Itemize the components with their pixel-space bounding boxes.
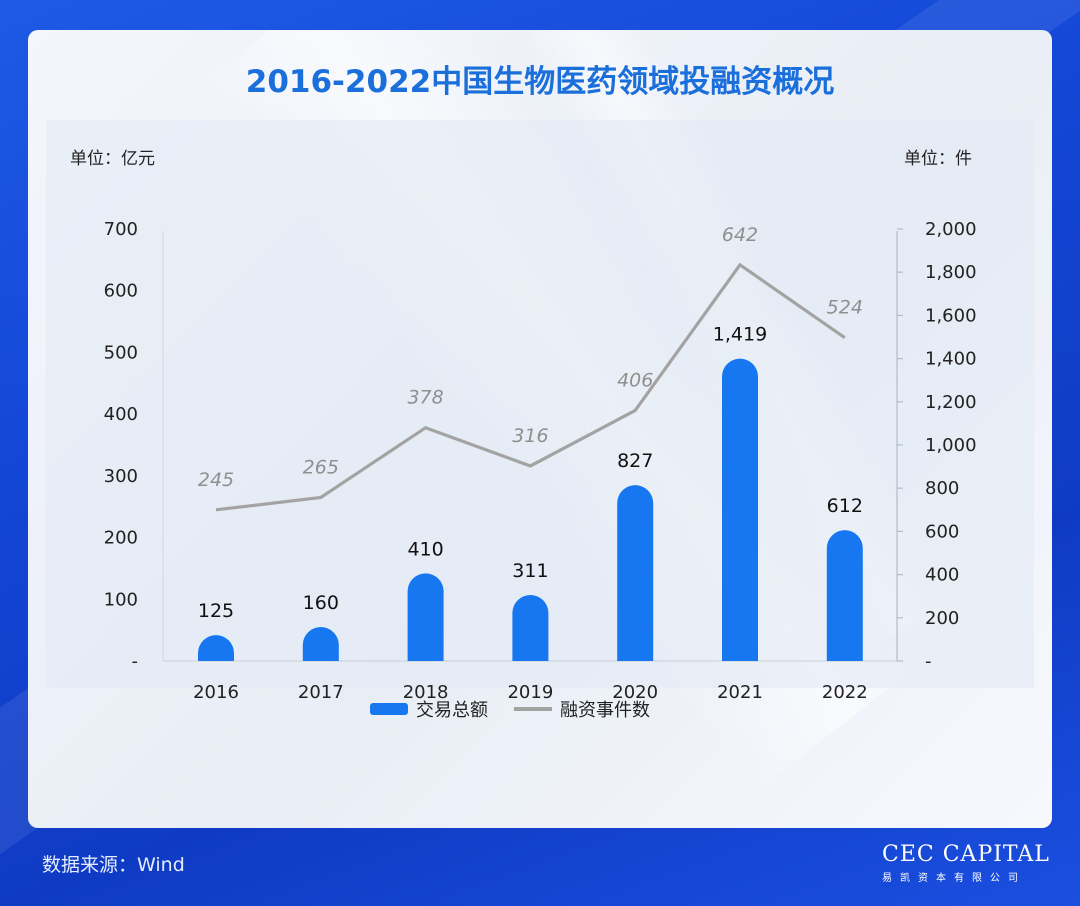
right-axis-tick-label: 2,000 bbox=[925, 219, 977, 240]
x-axis-category-label: 2022 bbox=[822, 682, 868, 703]
bar-transaction-amount bbox=[512, 594, 549, 661]
left-axis-tick-label: 500 bbox=[104, 342, 138, 363]
legend-item-bar: 交易总额 bbox=[370, 696, 488, 722]
left-axis-tick-label: 100 bbox=[104, 589, 138, 610]
bar-data-label: 160 bbox=[303, 592, 339, 614]
logo-main-text: CEC CAPITAL bbox=[882, 842, 1050, 867]
left-axis-tick-label: 700 bbox=[104, 219, 138, 240]
bar-data-label: 311 bbox=[512, 560, 548, 582]
left-axis-tick-label: 200 bbox=[104, 528, 138, 549]
bar-transaction-amount bbox=[617, 485, 654, 661]
legend-label: 交易总额 bbox=[416, 700, 488, 721]
right-axis-unit: 单位：件 bbox=[904, 149, 972, 169]
bar-transaction-amount bbox=[826, 530, 863, 661]
left-axis-tick-label: 400 bbox=[104, 404, 138, 425]
line-data-label: 316 bbox=[512, 425, 548, 447]
chart-title: 2016-2022中国生物医药领域投融资概况 bbox=[245, 64, 835, 100]
left-axis-unit: 单位：亿元 bbox=[70, 149, 155, 169]
legend-bar-swatch bbox=[370, 703, 408, 715]
line-data-label: 524 bbox=[827, 297, 863, 319]
right-axis-tick-label: 1,600 bbox=[925, 305, 977, 326]
bar-transaction-amount bbox=[302, 627, 339, 661]
bar-transaction-amount bbox=[407, 573, 444, 661]
bar-transaction-amount bbox=[722, 358, 758, 661]
legend-item-line: 融资事件数 bbox=[514, 696, 650, 722]
left-axis-tick-label: 600 bbox=[104, 281, 138, 302]
left-axis-tick-label: - bbox=[132, 651, 139, 672]
brand-logo: CEC CAPITAL 易凯资本有限公司 bbox=[882, 842, 1057, 884]
bar-data-label: 410 bbox=[407, 538, 443, 560]
right-axis-tick-label: 1,200 bbox=[925, 392, 977, 413]
data-source: 数据来源：Wind bbox=[42, 854, 185, 876]
line-data-label: 406 bbox=[617, 369, 653, 391]
line-data-label: 642 bbox=[722, 224, 758, 246]
line-financing-events bbox=[215, 262, 846, 512]
right-axis-tick-label: 1,400 bbox=[925, 349, 977, 370]
plot-panel bbox=[46, 120, 1034, 688]
chart-card: 2016-2022中国生物医药领域投融资概况 单位：亿元 单位：件 bbox=[28, 30, 1052, 828]
logo-sub-text: 易凯资本有限公司 bbox=[882, 873, 1026, 884]
bar-data-label: 125 bbox=[198, 600, 234, 622]
right-axis-tick-label: 200 bbox=[925, 608, 959, 629]
right-axis-tick-label: 1,000 bbox=[925, 435, 977, 456]
x-axis-category-label: 2020 bbox=[612, 682, 658, 703]
bar-data-label: 612 bbox=[827, 495, 863, 517]
right-axis-tick-label: 800 bbox=[925, 478, 959, 499]
legend: 交易总额 融资事件数 bbox=[370, 696, 650, 722]
bar-transaction-amount bbox=[198, 635, 234, 661]
bar-data-label: 1,419 bbox=[713, 324, 767, 346]
right-axis-tick-label: 600 bbox=[925, 521, 959, 542]
x-axis-category-label: 2019 bbox=[507, 682, 553, 703]
line-data-label: 265 bbox=[303, 456, 339, 478]
x-axis-category-label: 2021 bbox=[717, 682, 763, 703]
right-axis-tick-label: 400 bbox=[925, 565, 959, 586]
x-axis-category-label: 2016 bbox=[193, 682, 239, 703]
bar-data-label: 827 bbox=[617, 450, 653, 472]
legend-line-swatch bbox=[514, 707, 552, 711]
x-axis-category-label: 2018 bbox=[403, 682, 449, 703]
legend-label: 融资事件数 bbox=[560, 700, 650, 721]
right-axis-tick-label: - bbox=[925, 651, 932, 672]
right-axis-tick-label: 1,800 bbox=[925, 262, 977, 283]
left-axis-tick-label: 300 bbox=[104, 466, 138, 487]
line-data-label: 245 bbox=[198, 469, 234, 491]
x-axis-category-label: 2017 bbox=[298, 682, 344, 703]
line-data-label: 378 bbox=[407, 387, 443, 409]
